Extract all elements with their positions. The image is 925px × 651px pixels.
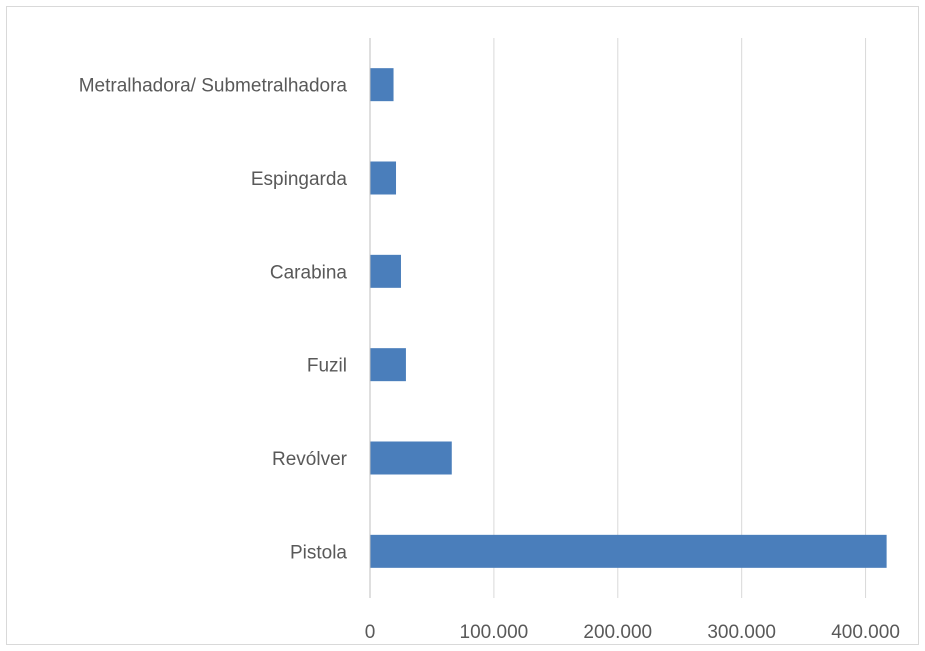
bar bbox=[370, 68, 394, 102]
category-label: Metralhadora/ Submetralhadora bbox=[79, 76, 348, 97]
category-label: Fuzil bbox=[307, 356, 347, 377]
category-label: Carabina bbox=[270, 262, 348, 283]
bar bbox=[370, 161, 397, 195]
x-tick-label: 0 bbox=[365, 622, 376, 643]
labels: 0 100.000 200.000 300.000 400.000 Metralhador… bbox=[79, 76, 900, 643]
bar bbox=[370, 534, 887, 568]
gridlines bbox=[493, 38, 867, 598]
category-label: Revólver bbox=[272, 449, 348, 470]
x-tick-label: 100.000 bbox=[460, 622, 529, 643]
bar bbox=[370, 254, 401, 288]
x-tick-label: 200.000 bbox=[583, 622, 652, 643]
x-tick-label: 400.000 bbox=[831, 622, 900, 643]
bar bbox=[370, 348, 406, 382]
bars bbox=[370, 68, 887, 568]
bar bbox=[370, 441, 452, 475]
x-tick-label: 300.000 bbox=[707, 622, 776, 643]
category-label: Pistola bbox=[290, 542, 347, 563]
category-label: Espingarda bbox=[251, 169, 348, 190]
